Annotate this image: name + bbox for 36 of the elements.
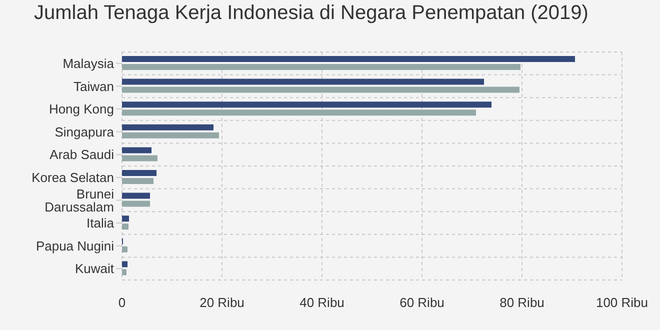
y-tick-label: Papua Nugini — [36, 238, 114, 254]
y-tick-label: Singapura — [54, 124, 115, 140]
bar — [122, 56, 575, 62]
bar — [122, 224, 128, 230]
chart-title: Jumlah Tenaga Kerja Indonesia di Negara Penempatan (2019) — [34, 2, 588, 25]
y-tick-label: Hong Kong — [48, 102, 114, 117]
x-tick-label: 80 Ribu — [500, 295, 544, 310]
bar — [122, 170, 156, 176]
bar — [122, 178, 154, 184]
y-tick-label: Italia — [86, 216, 115, 231]
bar — [122, 132, 219, 138]
bar — [122, 102, 492, 108]
bar — [122, 155, 158, 162]
x-tick-label: 40 Ribu — [300, 295, 344, 310]
bar — [122, 124, 214, 130]
y-tick-label: Korea Selatan — [32, 170, 114, 186]
bar — [122, 86, 520, 93]
bar — [122, 147, 152, 154]
bar — [122, 200, 150, 207]
x-tick-label: 60 Ribu — [400, 295, 444, 310]
bar — [122, 110, 476, 116]
bar — [122, 216, 129, 222]
bar — [122, 192, 150, 199]
x-tick-label: 0 — [118, 295, 126, 310]
bar — [122, 64, 520, 70]
bar — [122, 269, 126, 276]
y-tick-label: Kuwait — [74, 261, 114, 276]
bar — [122, 246, 128, 252]
y-tick-label: Taiwan — [74, 78, 114, 94]
x-tick-label: 100 Ribu — [596, 295, 648, 310]
y-tick-label: Brunei Darussalam — [44, 186, 114, 214]
y-tick-label: Arab Saudi — [50, 147, 114, 162]
x-tick-label: 20 Ribu — [200, 295, 244, 310]
bar — [122, 261, 128, 268]
bar — [122, 78, 484, 85]
y-tick-label: Malaysia — [62, 56, 115, 72]
